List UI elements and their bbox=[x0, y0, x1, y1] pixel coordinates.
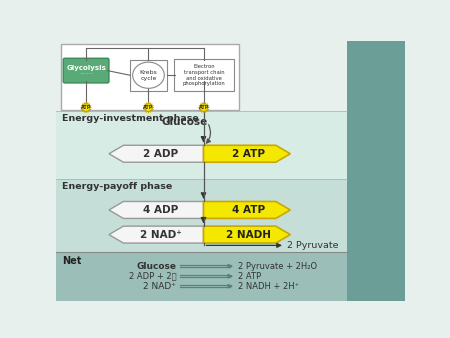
FancyArrowPatch shape bbox=[207, 125, 211, 143]
Bar bbox=[56, 179, 347, 252]
Polygon shape bbox=[109, 145, 203, 162]
Text: Energy-payoff phase: Energy-payoff phase bbox=[63, 182, 173, 191]
Text: 4 ATP: 4 ATP bbox=[232, 205, 265, 215]
Bar bbox=[56, 112, 347, 179]
Polygon shape bbox=[109, 201, 203, 218]
Text: Energy-investment phase: Energy-investment phase bbox=[63, 115, 199, 123]
Text: 2 ATP: 2 ATP bbox=[232, 149, 265, 159]
Text: Krebs
cycle: Krebs cycle bbox=[140, 70, 158, 80]
Polygon shape bbox=[198, 102, 209, 113]
FancyBboxPatch shape bbox=[174, 59, 234, 91]
Text: 2 NAD⁺: 2 NAD⁺ bbox=[140, 230, 181, 240]
Text: 2 ADP + 2Ⓟ: 2 ADP + 2Ⓟ bbox=[129, 272, 176, 281]
Text: ATP: ATP bbox=[199, 105, 209, 110]
Polygon shape bbox=[109, 226, 203, 243]
Text: ~~~~: ~~~~ bbox=[79, 72, 93, 76]
Text: Glucose: Glucose bbox=[136, 262, 176, 271]
Text: Glucose: Glucose bbox=[161, 117, 207, 127]
Text: 2 NAD⁺: 2 NAD⁺ bbox=[144, 282, 176, 291]
Polygon shape bbox=[143, 102, 154, 113]
Bar bbox=[130, 60, 167, 91]
Bar bbox=[347, 41, 405, 301]
Text: 2 Pyruvate: 2 Pyruvate bbox=[287, 241, 339, 250]
Text: 4 ADP: 4 ADP bbox=[143, 205, 178, 215]
Polygon shape bbox=[203, 226, 290, 243]
Bar bbox=[56, 252, 347, 301]
Text: Net: Net bbox=[63, 256, 82, 266]
Text: 2 NADH: 2 NADH bbox=[226, 230, 271, 240]
Text: ATP: ATP bbox=[81, 105, 91, 110]
Text: 2 Pyruvate + 2H₂O: 2 Pyruvate + 2H₂O bbox=[238, 262, 317, 271]
Text: Electron
transport chain
and oxidative
phosphorylation: Electron transport chain and oxidative p… bbox=[183, 64, 225, 87]
Ellipse shape bbox=[133, 62, 164, 88]
Text: 2 ATP: 2 ATP bbox=[238, 272, 261, 281]
FancyBboxPatch shape bbox=[61, 44, 239, 110]
Bar bbox=[56, 41, 347, 112]
Polygon shape bbox=[203, 201, 290, 218]
Polygon shape bbox=[203, 145, 290, 162]
FancyBboxPatch shape bbox=[63, 58, 109, 83]
Text: 2 ADP: 2 ADP bbox=[143, 149, 178, 159]
Polygon shape bbox=[81, 102, 91, 113]
Text: 2 NADH + 2H⁺: 2 NADH + 2H⁺ bbox=[238, 282, 299, 291]
Text: ATP: ATP bbox=[143, 105, 153, 110]
Text: Glycolysis: Glycolysis bbox=[66, 65, 106, 71]
